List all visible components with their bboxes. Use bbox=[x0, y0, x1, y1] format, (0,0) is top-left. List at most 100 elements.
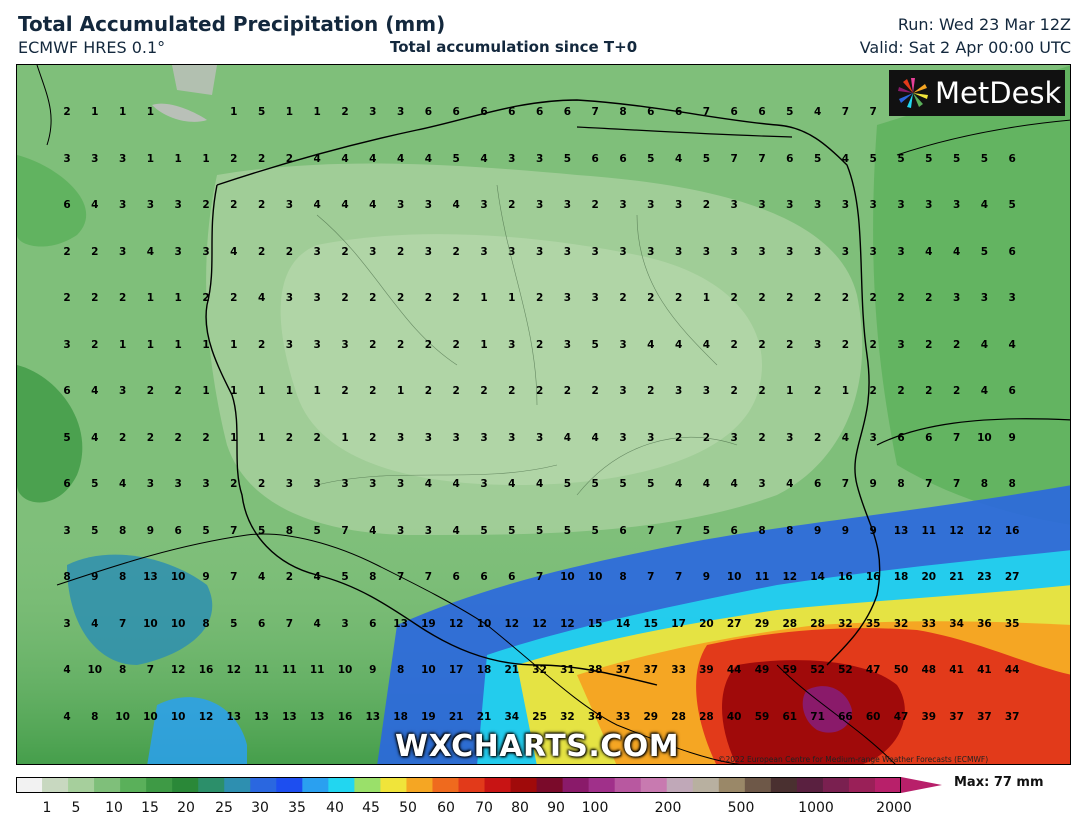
grid-value: 5 bbox=[869, 152, 877, 165]
grid-value: 32 bbox=[532, 664, 547, 676]
grid-value: 39 bbox=[921, 710, 937, 723]
grid-value: 7 bbox=[591, 106, 599, 118]
grid-value: 1 bbox=[174, 292, 182, 304]
grid-value: 3 bbox=[313, 338, 321, 351]
grid-value: 3 bbox=[285, 199, 294, 211]
grid-value: 1 bbox=[174, 338, 182, 351]
grid-value: 9 bbox=[813, 524, 822, 537]
grid-value: 9 bbox=[841, 524, 850, 537]
grid-value: 3 bbox=[841, 245, 850, 258]
grid-value: 2 bbox=[480, 385, 488, 397]
legend-colorbar bbox=[16, 777, 942, 793]
colorbar-swatch bbox=[796, 777, 824, 793]
grid-value: 3 bbox=[396, 431, 405, 444]
grid-value: 12 bbox=[949, 524, 964, 537]
grid-value: 34 bbox=[949, 617, 964, 630]
grid-value: 6 bbox=[452, 106, 460, 118]
grid-value: 10 bbox=[977, 431, 992, 444]
grid-value: 7 bbox=[341, 524, 349, 537]
grid-value: 9 bbox=[869, 524, 877, 537]
colorbar-swatch bbox=[718, 777, 746, 793]
grid-value: 4 bbox=[563, 431, 572, 444]
grid-value: 3 bbox=[508, 152, 516, 165]
grid-value: 2 bbox=[702, 431, 711, 444]
grid-value: 7 bbox=[841, 478, 850, 490]
grid-value: 5 bbox=[647, 152, 655, 165]
grid-value: 2 bbox=[369, 292, 377, 304]
grid-value: 2 bbox=[591, 385, 599, 397]
grid-value: 4 bbox=[952, 245, 961, 258]
grid-value: 3 bbox=[91, 152, 99, 165]
grid-value: 2 bbox=[813, 385, 822, 397]
grid-value: 12 bbox=[448, 617, 464, 630]
legend-tick-label: 45 bbox=[362, 800, 380, 816]
grid-value: 2 bbox=[230, 478, 238, 490]
grid-value: 5 bbox=[230, 617, 238, 630]
grid-value: 3 bbox=[424, 431, 433, 444]
grid-value: 5 bbox=[341, 571, 349, 583]
grid-value: 4 bbox=[674, 478, 683, 490]
grid-value: 4 bbox=[841, 152, 850, 165]
grid-value: 6 bbox=[174, 524, 182, 537]
grid-value: 37 bbox=[949, 710, 964, 723]
legend-tick-label: 1 bbox=[42, 800, 52, 816]
grid-value: 8 bbox=[63, 571, 71, 583]
legend-tick-label: 70 bbox=[475, 800, 493, 816]
grid-value: 50 bbox=[893, 664, 909, 676]
grid-value: 2 bbox=[424, 338, 433, 351]
grid-value: 41 bbox=[949, 664, 964, 676]
grid-value: 2 bbox=[146, 385, 155, 397]
grid-value: 3 bbox=[480, 199, 488, 211]
grid-value: 3 bbox=[619, 245, 627, 258]
grid-value: 3 bbox=[841, 199, 850, 211]
legend-tick-label: 35 bbox=[288, 800, 306, 816]
grid-value: 4 bbox=[396, 152, 405, 165]
grid-value: 7 bbox=[647, 571, 655, 583]
grid-value: 16 bbox=[865, 571, 881, 583]
grid-value: 5 bbox=[952, 152, 961, 165]
colorbar-swatch bbox=[744, 777, 772, 793]
grid-value: 2 bbox=[285, 571, 294, 583]
grid-value: 2 bbox=[424, 292, 433, 304]
grid-value: 8 bbox=[202, 617, 210, 630]
grid-value: 5 bbox=[508, 524, 516, 537]
grid-value: 3 bbox=[730, 199, 738, 211]
grid-value: 36 bbox=[977, 617, 992, 630]
grid-value: 2 bbox=[257, 338, 266, 351]
precipitation-map[interactable]: MetDesk WXCHARTS.COM ©2022 European Cent… bbox=[16, 64, 1071, 765]
grid-value: 3 bbox=[535, 199, 544, 211]
colorbar-swatch bbox=[822, 777, 850, 793]
grid-value: 52 bbox=[810, 664, 825, 676]
grid-value: 1 bbox=[146, 152, 155, 165]
colorbar-swatch bbox=[380, 777, 407, 793]
colorbar-swatch bbox=[406, 777, 433, 793]
grid-value: 7 bbox=[647, 524, 655, 537]
grid-value: 3 bbox=[786, 245, 794, 258]
grid-value: 21 bbox=[476, 710, 492, 723]
grid-value: 2 bbox=[897, 385, 905, 397]
grid-value: 5 bbox=[563, 478, 572, 490]
grid-value: 40 bbox=[726, 710, 742, 723]
grid-value: 2 bbox=[591, 199, 599, 211]
grid-value: 3 bbox=[952, 199, 961, 211]
grid-value: 2 bbox=[869, 292, 877, 304]
grid-value: 2 bbox=[702, 199, 711, 211]
map-background bbox=[17, 65, 1070, 764]
grid-value: 9 bbox=[202, 571, 210, 583]
grid-value: 4 bbox=[257, 292, 266, 304]
grid-value: 1 bbox=[202, 385, 210, 397]
grid-value: 1 bbox=[230, 431, 238, 444]
grid-value: 14 bbox=[810, 571, 825, 583]
grid-value: 2 bbox=[535, 292, 544, 304]
grid-value: 10 bbox=[726, 571, 742, 583]
grid-value: 4 bbox=[702, 338, 711, 351]
grid-value: 4 bbox=[91, 617, 99, 630]
legend-tick-label: 1000 bbox=[798, 800, 834, 816]
grid-value: 2 bbox=[285, 152, 294, 165]
grid-value: 5 bbox=[591, 338, 599, 351]
grid-value: 3 bbox=[619, 385, 627, 397]
grid-value: 8 bbox=[758, 524, 766, 537]
grid-value: 28 bbox=[782, 617, 798, 630]
colorbar-swatch bbox=[458, 777, 486, 793]
grid-value: 1 bbox=[285, 385, 294, 397]
